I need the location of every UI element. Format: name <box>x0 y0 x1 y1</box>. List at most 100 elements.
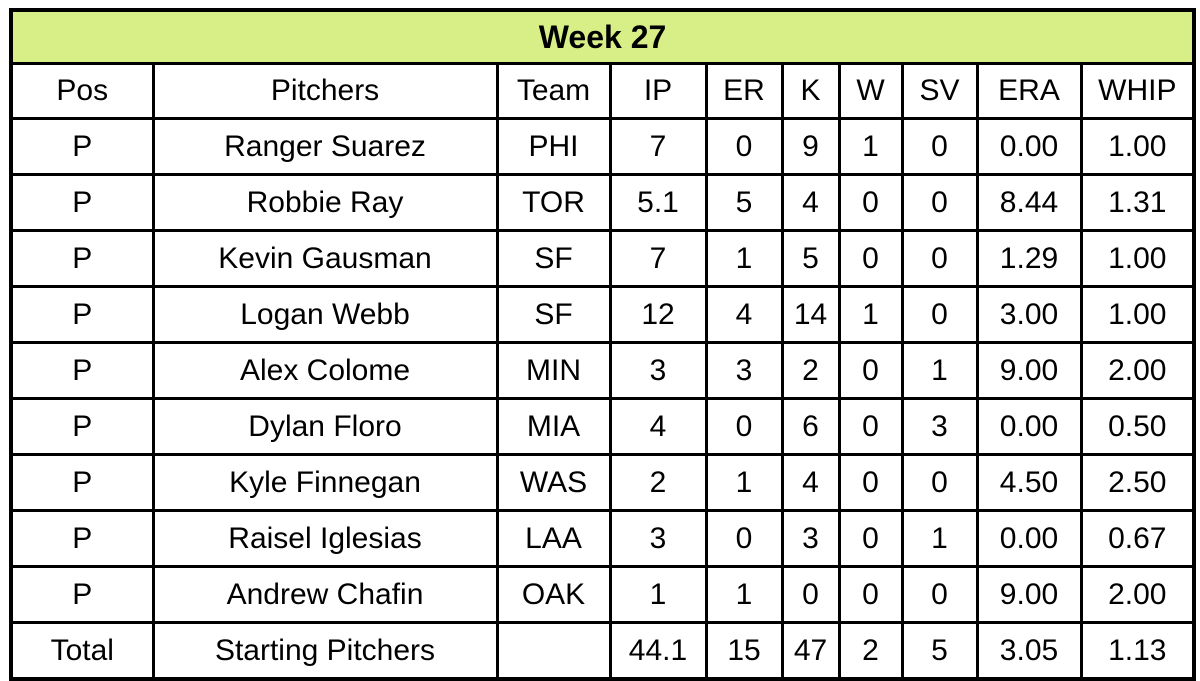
cell-whip: 0.50 <box>1079 397 1196 456</box>
cell-pos: P <box>9 397 155 456</box>
title-row: Week 27 <box>9 8 1196 65</box>
cell-team: MIN <box>495 341 612 400</box>
cell-total-whip: 1.13 <box>1079 621 1196 681</box>
cell-pos: P <box>9 565 155 624</box>
cell-team: SF <box>495 285 612 344</box>
cell-k: 6 <box>780 397 841 456</box>
cell-w: 0 <box>837 397 904 456</box>
cell-total-sv: 5 <box>900 621 979 681</box>
cell-era: 0.00 <box>975 117 1083 176</box>
cell-w: 0 <box>837 341 904 400</box>
cell-w: 0 <box>837 453 904 512</box>
cell-era: 4.50 <box>975 453 1083 512</box>
cell-ip: 2 <box>608 453 708 512</box>
cell-er: 5 <box>704 173 784 232</box>
table-row: P Ranger Suarez PHI 7 0 9 1 0 0.00 1.00 <box>9 117 1196 176</box>
cell-pitcher-name: Robbie Ray <box>151 173 499 232</box>
cell-pitcher-name: Dylan Floro <box>151 397 499 456</box>
col-header-k: K <box>780 62 841 120</box>
cell-pos: P <box>9 229 155 288</box>
cell-ip: 1 <box>608 565 708 624</box>
cell-total-er: 15 <box>704 621 784 681</box>
cell-total-group: Starting Pitchers <box>151 621 499 681</box>
col-header-sv: SV <box>900 62 979 120</box>
pitcher-stats-table: Week 27 Pos Pitchers Team IP ER K W SV E… <box>9 8 1197 681</box>
cell-pos: P <box>9 173 155 232</box>
cell-team: OAK <box>495 565 612 624</box>
cell-w: 0 <box>837 229 904 288</box>
column-header-row: Pos Pitchers Team IP ER K W SV ERA WHIP <box>9 62 1196 120</box>
table-row: P Alex Colome MIN 3 3 2 0 1 9.00 2.00 <box>9 341 1196 400</box>
cell-team: MIA <box>495 397 612 456</box>
cell-k: 4 <box>780 453 841 512</box>
cell-sv: 0 <box>900 117 979 176</box>
cell-sv: 0 <box>900 565 979 624</box>
cell-pitcher-name: Alex Colome <box>151 341 499 400</box>
cell-pos: P <box>9 285 155 344</box>
col-header-er: ER <box>704 62 784 120</box>
cell-sv: 0 <box>900 453 979 512</box>
cell-total-team <box>495 621 612 681</box>
col-header-ip: IP <box>608 62 708 120</box>
cell-ip: 12 <box>608 285 708 344</box>
cell-era: 8.44 <box>975 173 1083 232</box>
cell-total-k: 47 <box>780 621 841 681</box>
cell-pos: P <box>9 117 155 176</box>
col-header-whip: WHIP <box>1079 62 1196 120</box>
col-header-w: W <box>837 62 904 120</box>
cell-era: 0.00 <box>975 397 1083 456</box>
cell-total-era: 3.05 <box>975 621 1083 681</box>
cell-k: 9 <box>780 117 841 176</box>
table-row: P Dylan Floro MIA 4 0 6 0 3 0.00 0.50 <box>9 397 1196 456</box>
cell-k: 3 <box>780 509 841 568</box>
table-row: P Logan Webb SF 12 4 14 1 0 3.00 1.00 <box>9 285 1196 344</box>
cell-ip: 7 <box>608 229 708 288</box>
total-row: Total Starting Pitchers 44.1 15 47 2 5 3… <box>9 621 1196 681</box>
cell-whip: 2.50 <box>1079 453 1196 512</box>
cell-ip: 7 <box>608 117 708 176</box>
col-header-era: ERA <box>975 62 1083 120</box>
cell-whip: 1.00 <box>1079 229 1196 288</box>
cell-w: 0 <box>837 565 904 624</box>
cell-total-ip: 44.1 <box>608 621 708 681</box>
cell-era: 1.29 <box>975 229 1083 288</box>
table-row: P Kevin Gausman SF 7 1 5 0 0 1.29 1.00 <box>9 229 1196 288</box>
cell-k: 4 <box>780 173 841 232</box>
cell-whip: 2.00 <box>1079 341 1196 400</box>
table-row: P Raisel Iglesias LAA 3 0 3 0 1 0.00 0.6… <box>9 509 1196 568</box>
cell-sv: 1 <box>900 509 979 568</box>
cell-sv: 3 <box>900 397 979 456</box>
cell-er: 0 <box>704 117 784 176</box>
table-row: P Andrew Chafin OAK 1 1 0 0 0 9.00 2.00 <box>9 565 1196 624</box>
col-header-team: Team <box>495 62 612 120</box>
cell-er: 0 <box>704 397 784 456</box>
cell-whip: 2.00 <box>1079 565 1196 624</box>
cell-pitcher-name: Kyle Finnegan <box>151 453 499 512</box>
cell-er: 4 <box>704 285 784 344</box>
col-header-pitchers: Pitchers <box>151 62 499 120</box>
cell-pitcher-name: Kevin Gausman <box>151 229 499 288</box>
cell-w: 1 <box>837 117 904 176</box>
cell-total-label: Total <box>9 621 155 681</box>
cell-w: 0 <box>837 173 904 232</box>
cell-team: SF <box>495 229 612 288</box>
cell-pitcher-name: Andrew Chafin <box>151 565 499 624</box>
cell-era: 0.00 <box>975 509 1083 568</box>
cell-pos: P <box>9 509 155 568</box>
cell-pos: P <box>9 341 155 400</box>
cell-pitcher-name: Raisel Iglesias <box>151 509 499 568</box>
cell-w: 0 <box>837 509 904 568</box>
cell-ip: 3 <box>608 341 708 400</box>
col-header-pos: Pos <box>9 62 155 120</box>
cell-k: 5 <box>780 229 841 288</box>
cell-whip: 1.31 <box>1079 173 1196 232</box>
cell-team: PHI <box>495 117 612 176</box>
cell-team: WAS <box>495 453 612 512</box>
cell-er: 0 <box>704 509 784 568</box>
cell-ip: 4 <box>608 397 708 456</box>
cell-k: 14 <box>780 285 841 344</box>
cell-er: 3 <box>704 341 784 400</box>
cell-pitcher-name: Ranger Suarez <box>151 117 499 176</box>
cell-k: 0 <box>780 565 841 624</box>
